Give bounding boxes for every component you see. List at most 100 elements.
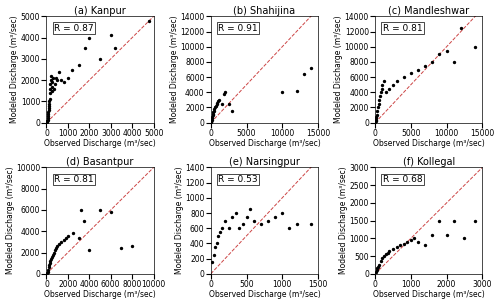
Point [257, 222, 265, 227]
Point [228, 214, 236, 219]
Point [389, 82, 397, 87]
Y-axis label: Modeled Discharge (m³/sec): Modeled Discharge (m³/sec) [334, 16, 344, 123]
Point [214, 233, 222, 238]
Point [62, 235, 70, 240]
Point [378, 82, 386, 87]
Point [396, 243, 404, 248]
Point [374, 101, 382, 106]
Point [213, 101, 221, 106]
Point [218, 226, 226, 231]
Point [74, 235, 82, 240]
Point [44, 114, 52, 119]
Point [46, 82, 54, 87]
Text: R = 0.81: R = 0.81 [382, 24, 422, 33]
Point [376, 259, 384, 264]
Text: R = 0.87: R = 0.87 [54, 24, 94, 33]
Point [46, 259, 54, 264]
Point [221, 90, 229, 95]
Point [44, 107, 52, 112]
Point [382, 252, 390, 257]
Y-axis label: Modeled Discharge (m³/sec): Modeled Discharge (m³/sec) [175, 167, 184, 274]
X-axis label: Observed Discharge (m³/sec): Observed Discharge (m³/sec) [44, 139, 156, 148]
Point [216, 98, 224, 102]
Point [389, 246, 397, 251]
Point [410, 236, 418, 241]
Point [407, 238, 415, 242]
Point [44, 118, 52, 123]
Point [51, 248, 59, 253]
Point [372, 268, 380, 273]
Point [47, 74, 55, 78]
Point [210, 108, 218, 113]
Point [392, 245, 400, 250]
Point [250, 218, 258, 223]
Point [374, 264, 382, 269]
Point [48, 80, 56, 85]
Point [208, 113, 216, 117]
Point [146, 18, 154, 23]
Point [400, 75, 407, 80]
Point [236, 226, 244, 231]
Point [68, 67, 76, 72]
Point [372, 119, 380, 124]
Point [64, 76, 72, 81]
Point [442, 232, 450, 237]
Point [460, 236, 468, 241]
Point [300, 72, 308, 77]
Point [74, 63, 82, 68]
Point [421, 63, 429, 68]
Point [210, 252, 218, 257]
Point [224, 226, 232, 231]
Point [232, 210, 240, 215]
Point [372, 270, 380, 274]
Point [46, 99, 54, 104]
Point [414, 239, 422, 244]
Point [96, 207, 104, 212]
Point [211, 245, 219, 250]
Point [374, 263, 382, 267]
Point [212, 241, 220, 246]
Point [49, 252, 57, 257]
Point [48, 84, 56, 89]
Title: (e) Narsingpur: (e) Narsingpur [229, 157, 300, 167]
Point [292, 222, 300, 227]
Point [380, 78, 388, 83]
Point [378, 86, 386, 91]
Point [208, 119, 216, 124]
Point [400, 241, 407, 246]
Point [210, 109, 218, 114]
X-axis label: Observed Discharge (m³/sec): Observed Discharge (m³/sec) [208, 290, 320, 300]
Point [421, 243, 429, 248]
Point [307, 222, 315, 227]
Point [45, 105, 53, 110]
Point [210, 106, 218, 111]
Title: (c) Mandleshwar: (c) Mandleshwar [388, 5, 469, 16]
Point [221, 218, 229, 223]
Point [128, 244, 136, 249]
Point [216, 230, 224, 235]
X-axis label: Observed Discharge (m³/sec): Observed Discharge (m³/sec) [373, 290, 484, 300]
Point [53, 244, 61, 249]
Point [207, 120, 215, 124]
Point [58, 239, 66, 244]
Y-axis label: Modeled Discharge (m³/sec): Modeled Discharge (m³/sec) [10, 16, 20, 123]
X-axis label: Observed Discharge (m³/sec): Observed Discharge (m³/sec) [373, 139, 484, 148]
Point [50, 86, 58, 91]
Point [118, 246, 126, 251]
Point [96, 56, 104, 61]
Point [428, 232, 436, 237]
Point [220, 92, 228, 96]
Point [212, 102, 220, 107]
X-axis label: Observed Discharge (m³/sec): Observed Discharge (m³/sec) [44, 290, 156, 300]
Point [44, 118, 52, 123]
Point [264, 218, 272, 223]
Point [271, 214, 279, 219]
Point [43, 119, 51, 124]
Point [44, 116, 52, 121]
Point [374, 266, 382, 271]
Point [86, 248, 94, 253]
Point [376, 98, 384, 102]
Point [372, 114, 380, 119]
Point [80, 218, 88, 223]
Point [53, 78, 61, 83]
